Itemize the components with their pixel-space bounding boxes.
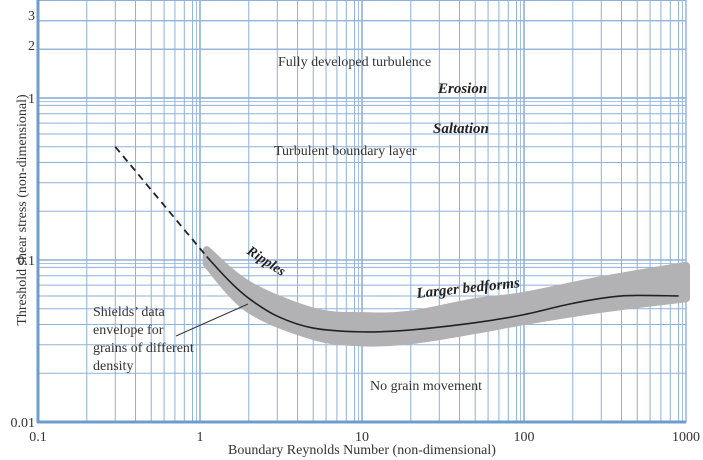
y-axis-label: Threshold shear stress (non-dimensional) xyxy=(15,94,30,326)
annotation-erosion: Erosion xyxy=(437,81,487,97)
x-tick-1: 1 xyxy=(197,430,204,445)
annotation-no-grain-movement: No grain movement xyxy=(370,379,482,394)
envelope-leader-line xyxy=(175,303,249,337)
x-axis-label: Boundary Reynolds Number (non-dimensiona… xyxy=(228,443,496,458)
annotation-fully-developed-turbulence: Fully developed turbulence xyxy=(278,55,431,70)
x-tick-2: 10 xyxy=(355,430,369,445)
y-tick-3: 2 xyxy=(28,39,35,54)
data-envelope-band xyxy=(202,246,690,347)
axes xyxy=(36,0,686,424)
annotation-ripples: Ripples xyxy=(243,243,288,280)
x-tick-4: 1000 xyxy=(672,430,700,445)
y-tick-4: 3 xyxy=(28,9,35,24)
y-tick-1: 0.1 xyxy=(18,254,36,269)
annotation-saltation: Saltation xyxy=(433,121,489,137)
annotation-envelope-line4: density xyxy=(93,359,133,374)
y-tick-0: 0.01 xyxy=(11,416,36,431)
annotation-envelope-line1: Shields’ data xyxy=(93,305,165,320)
annotation-turbulent-boundary-layer: Turbulent boundary layer xyxy=(274,144,417,159)
plot-area xyxy=(114,146,690,347)
annotation-envelope-line3: grains of different xyxy=(93,341,194,356)
x-tick-3: 100 xyxy=(514,430,535,445)
x-tick-0: 0.1 xyxy=(29,430,47,445)
annotation-envelope-line2: envelope for xyxy=(93,323,164,338)
y-tick-2: 1 xyxy=(28,92,35,107)
shields-curve xyxy=(206,256,679,333)
